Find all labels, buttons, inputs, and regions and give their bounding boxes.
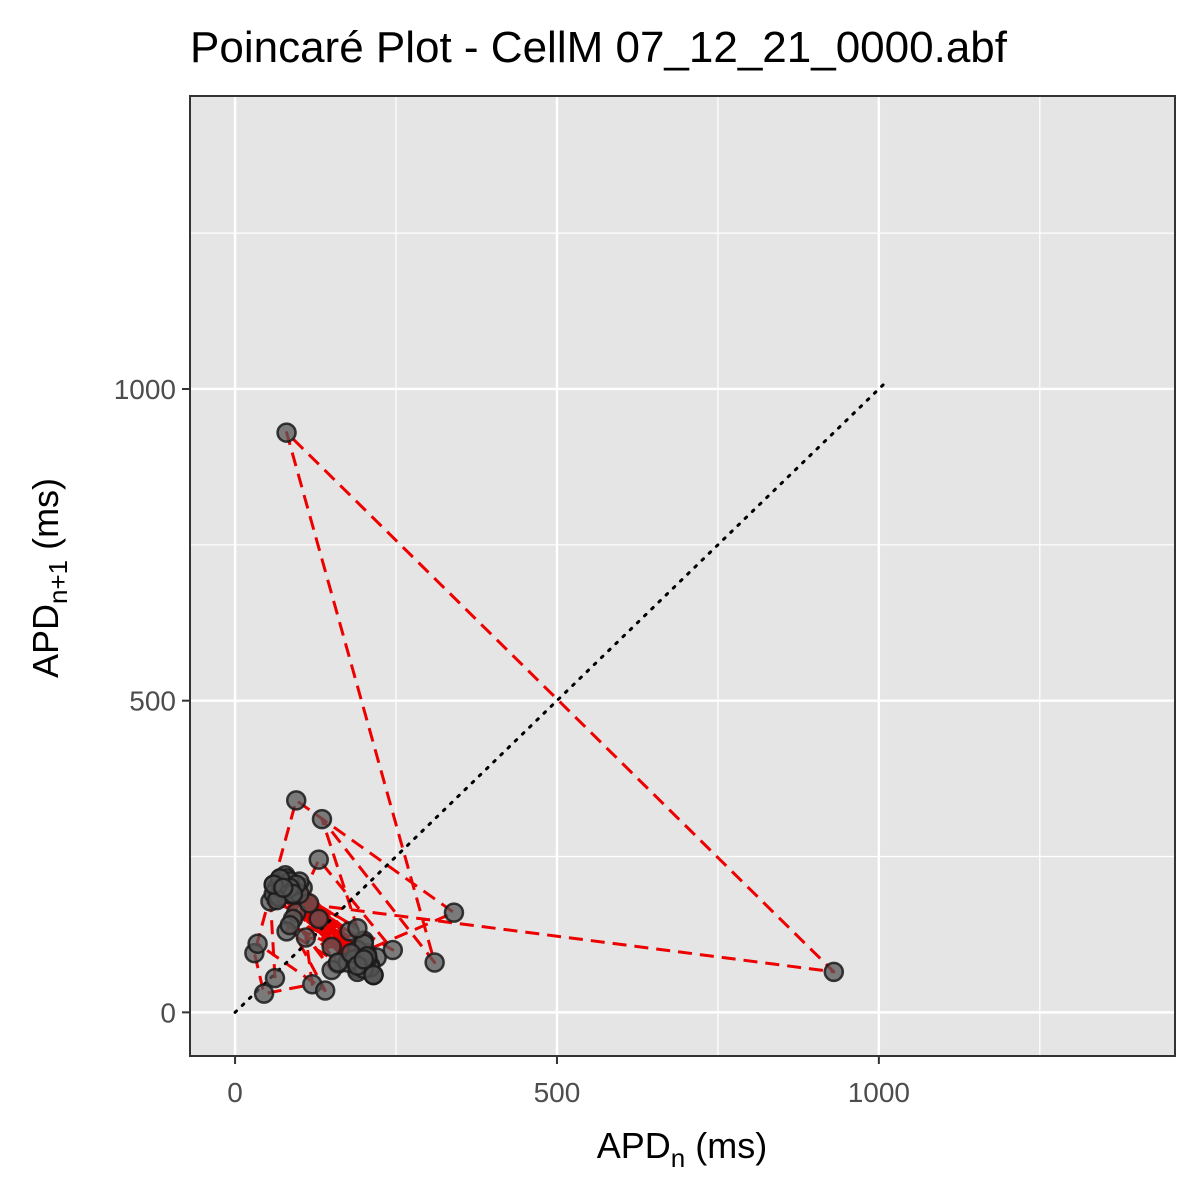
data-point	[311, 808, 333, 830]
y-axis-title: APDn+1 (ms)	[25, 478, 73, 678]
data-point	[285, 790, 307, 811]
y-tick-label: 1000	[114, 374, 176, 405]
data-point	[295, 927, 317, 948]
data-point	[424, 952, 445, 973]
y-axis-title-unit: (ms)	[25, 478, 66, 560]
x-axis-title-main: APD	[597, 1125, 671, 1166]
data-point	[308, 908, 330, 930]
x-axis: 0 500 1000	[227, 1056, 910, 1108]
data-point	[253, 983, 275, 1004]
data-point	[276, 422, 297, 443]
y-tick-label: 500	[129, 686, 176, 717]
data-point	[308, 849, 330, 870]
data-point	[382, 939, 404, 961]
data-point	[353, 949, 375, 970]
plot-panel	[190, 96, 1175, 1056]
data-point	[347, 917, 368, 939]
y-axis-title-sub: n+1	[43, 560, 73, 604]
data-points	[244, 422, 845, 1004]
y-axis: 0 500 1000	[114, 374, 190, 1028]
x-axis-title-sub: n	[671, 1143, 685, 1173]
data-point	[279, 914, 301, 936]
data-point	[363, 964, 384, 986]
x-tick-label: 0	[227, 1077, 243, 1108]
identity-line	[233, 381, 887, 1014]
minor-gridlines	[190, 96, 1175, 1056]
x-axis-title-unit: (ms)	[685, 1125, 767, 1166]
data-point	[314, 980, 336, 1001]
y-axis-title-main: APD	[25, 604, 66, 678]
x-tick-label: 500	[534, 1077, 581, 1108]
plot-border	[189, 95, 1176, 1057]
data-point	[823, 961, 845, 983]
y-tick-label: 0	[160, 997, 176, 1028]
data-point	[443, 902, 465, 923]
data-point	[247, 933, 268, 955]
major-gridlines	[190, 96, 1175, 1056]
chart-title: Poincaré Plot - CellM 07_12_21_0000.abf	[190, 23, 1008, 72]
data-point	[264, 967, 286, 989]
x-axis-title: APDn (ms)	[597, 1125, 767, 1173]
data-point	[273, 877, 294, 898]
x-tick-label: 1000	[848, 1077, 910, 1108]
